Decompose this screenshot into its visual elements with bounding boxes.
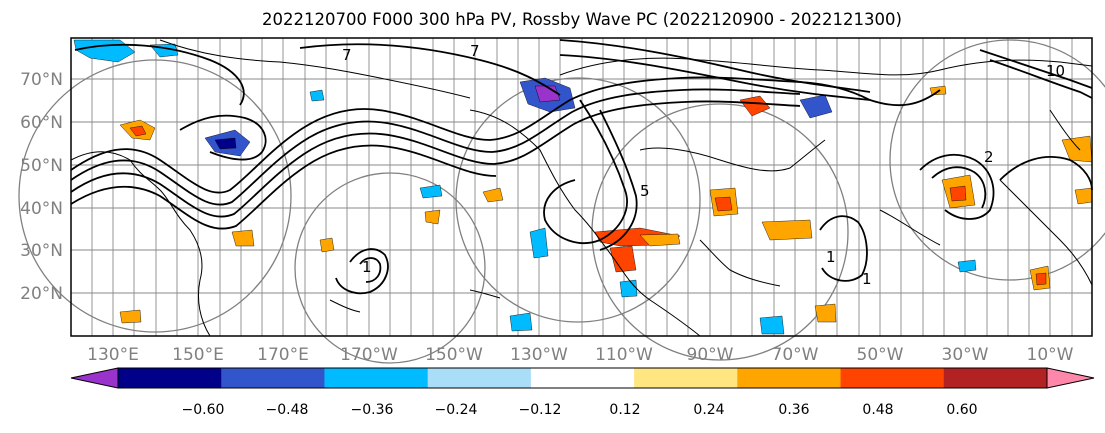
lon-label: 150°E bbox=[172, 345, 224, 365]
colorbar-tick-label: 0.12 bbox=[609, 402, 640, 418]
contour-labels: 7 10 7 5 2 1 1 1 bbox=[342, 42, 1065, 288]
colorbar-extend-right bbox=[1046, 367, 1095, 389]
colorbar-tick-label: 0.60 bbox=[946, 402, 977, 418]
lon-label: 30°W bbox=[942, 345, 989, 365]
colorbar-tick-label: −0.12 bbox=[519, 402, 562, 418]
graticule bbox=[71, 38, 1092, 336]
lon-label: 170°E bbox=[257, 345, 309, 365]
lat-label: 40°N bbox=[20, 199, 63, 219]
lon-label: 110°W bbox=[595, 345, 653, 365]
pv-contours bbox=[70, 39, 1093, 295]
colorbar-tick-label: −0.60 bbox=[182, 402, 225, 418]
colorbar-tick-label: 0.36 bbox=[778, 402, 809, 418]
colorbar-ticks: −0.60 −0.48 −0.36 −0.24 −0.12 0.12 0.24 … bbox=[182, 402, 978, 418]
colorbar-extend-left bbox=[70, 367, 119, 389]
lon-label: 130°E bbox=[87, 345, 139, 365]
lat-label: 30°N bbox=[20, 241, 63, 261]
colorbar-swatch bbox=[634, 368, 738, 388]
colorbar-swatch bbox=[221, 368, 325, 388]
contour-label: 1 bbox=[826, 248, 836, 266]
coastlines bbox=[70, 39, 1093, 337]
lat-label: 20°N bbox=[20, 284, 63, 304]
colorbar-tick-label: 0.24 bbox=[693, 402, 724, 418]
colorbar-swatch bbox=[737, 368, 842, 388]
colorbar-swatch bbox=[118, 368, 222, 388]
lon-label: 170°W bbox=[340, 345, 398, 365]
colorbar: −0.60 −0.48 −0.36 −0.24 −0.12 0.12 0.24 … bbox=[70, 367, 1095, 418]
contour-label: 5 bbox=[640, 182, 650, 200]
colorbar-tick-label: −0.36 bbox=[351, 402, 394, 418]
lat-label: 60°N bbox=[20, 113, 63, 133]
figure-title: 2022120700 F000 300 hPa PV, Rossby Wave … bbox=[262, 10, 902, 29]
lon-label: 70°W bbox=[772, 345, 819, 365]
contour-label: 2 bbox=[984, 148, 994, 166]
contour-label: 7 bbox=[342, 46, 352, 64]
lon-label: 10°W bbox=[1027, 345, 1074, 365]
colorbar-tick-label: 0.48 bbox=[862, 402, 893, 418]
colorbar-swatch bbox=[324, 368, 429, 388]
contour-label: 10 bbox=[1046, 62, 1065, 80]
latitude-labels: 70°N 60°N 50°N 40°N 30°N 20°N bbox=[20, 70, 63, 304]
lat-label: 70°N bbox=[20, 70, 63, 90]
colorbar-swatch bbox=[943, 368, 1048, 388]
contour-label: 7 bbox=[470, 42, 480, 60]
lat-label: 50°N bbox=[20, 156, 63, 176]
lon-label: 150°W bbox=[425, 345, 483, 365]
lon-label: 130°W bbox=[510, 345, 568, 365]
lon-label: 90°W bbox=[687, 345, 734, 365]
colorbar-swatch bbox=[840, 368, 945, 388]
contour-label: 1 bbox=[862, 270, 872, 288]
colorbar-swatch bbox=[427, 368, 532, 388]
contour-label: 1 bbox=[362, 258, 372, 276]
colorbar-tick-label: −0.24 bbox=[435, 402, 478, 418]
colorbar-tick-label: −0.48 bbox=[266, 402, 309, 418]
rossby-wave-circles bbox=[18, 39, 1105, 364]
longitude-labels: 130°E 150°E 170°E 170°W 150°W 130°W 110°… bbox=[87, 345, 1074, 365]
lon-label: 50°W bbox=[857, 345, 904, 365]
colorbar-swatch bbox=[530, 368, 635, 388]
colorbar-boxes bbox=[118, 368, 1048, 388]
map-area: 7 10 7 5 2 1 1 1 bbox=[18, 37, 1105, 364]
